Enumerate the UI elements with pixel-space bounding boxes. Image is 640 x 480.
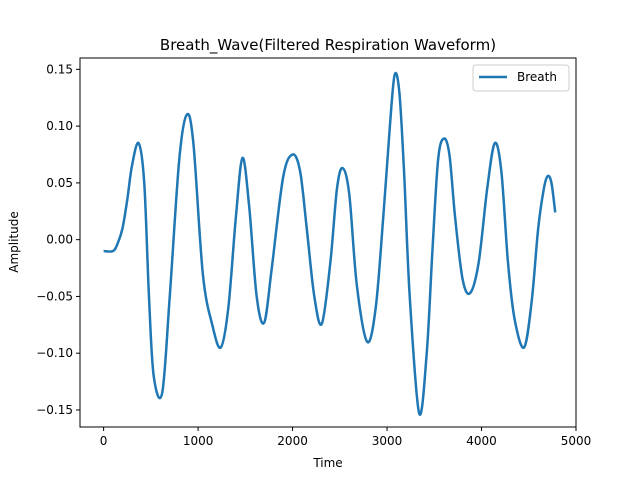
legend-box [472,64,570,92]
x-tick-label: 5000 [561,434,592,448]
x-tick-label: 1000 [183,434,214,448]
legend-label-breath: Breath [517,70,557,84]
x-tick-label: 4000 [466,434,497,448]
y-axis-ticks: −0.15 −0.10 −0.05 0.00 0.05 0.10 0.15 [36,62,80,417]
y-axis-label: Amplitude [7,211,21,273]
axes-frame [79,57,577,428]
chart-title: Breath_Wave(Filtered Respiration Wavefor… [160,36,496,55]
y-tick-label: −0.10 [36,346,73,360]
plot-area [103,71,557,416]
x-tick-label: 3000 [372,434,403,448]
y-tick-label: 0.10 [46,119,73,133]
x-tick-label: 0 [100,434,108,448]
legend: Breath [472,64,570,92]
y-tick-label: −0.05 [36,289,73,303]
x-axis-ticks: 0 1000 2000 3000 4000 5000 [100,427,591,448]
y-tick-label: 0.00 [46,233,73,247]
x-tick-label: 2000 [277,434,308,448]
y-tick-label: 0.15 [46,62,73,76]
x-axis-label: Time [312,456,342,470]
y-tick-label: 0.05 [46,176,73,190]
y-tick-label: −0.15 [36,403,73,417]
series-line-breath [103,71,557,416]
